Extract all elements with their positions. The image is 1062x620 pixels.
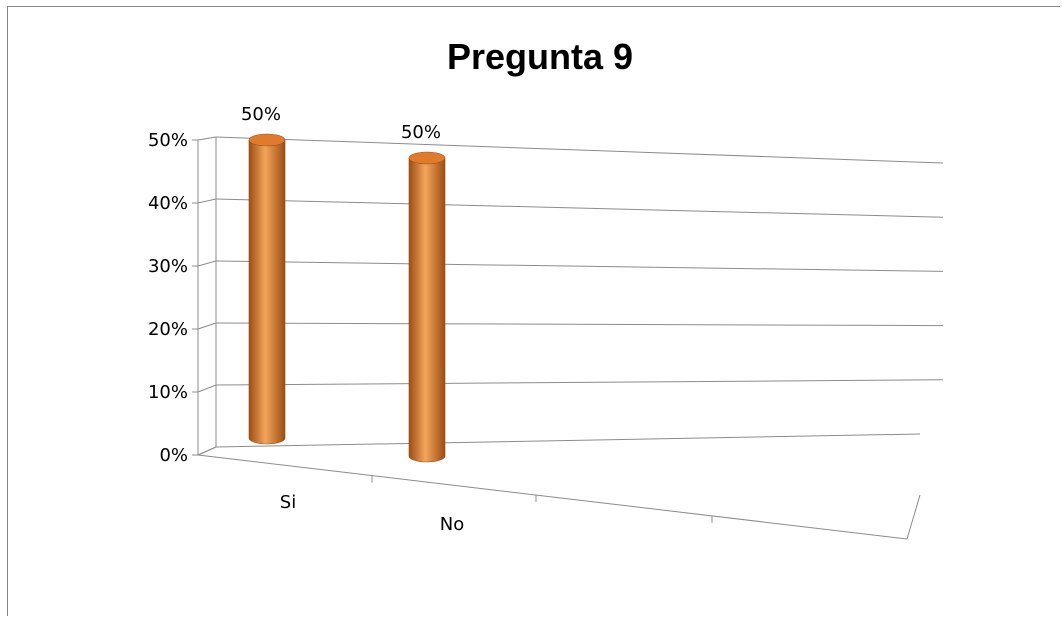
floor-back-edge: [215, 433, 921, 448]
data-label: 50%: [241, 104, 281, 125]
bar: [248, 133, 286, 445]
x-tick-label: No: [440, 514, 464, 535]
grid-depth-line: [197, 198, 217, 204]
floor-left-edge: [197, 446, 217, 456]
bar-top: [248, 133, 286, 147]
floor-right-edge: [906, 494, 921, 540]
axes: [192, 137, 921, 540]
y-tick-label: 30%: [148, 256, 188, 277]
y-tick-label: 50%: [148, 130, 188, 151]
grid-line: [215, 198, 944, 218]
bar-body: [408, 157, 446, 463]
grid-line: [215, 260, 944, 272]
bars: [248, 133, 446, 463]
x-axis-line: [197, 454, 908, 540]
data-label: 50%: [401, 122, 441, 143]
chart-title: Pregunta 9: [446, 36, 634, 77]
y-tick-label: 20%: [148, 319, 188, 340]
x-tick-label: Si: [280, 492, 296, 513]
grid-depth-line: [197, 322, 217, 330]
grid-depth-line: [197, 384, 217, 393]
bar-body: [248, 139, 286, 445]
y-tick-label: 0%: [159, 445, 188, 466]
grid-line: [215, 322, 944, 327]
grid-line: [215, 136, 944, 164]
grid-line: [215, 379, 944, 386]
grid-depth-line: [197, 260, 217, 267]
grid-lines: [197, 136, 944, 456]
bar-top: [408, 151, 446, 165]
y-tick-label: 10%: [148, 382, 188, 403]
labels: 0% 10% 20% 30% 40% 50% 50% Si 50% No: [148, 104, 464, 535]
grid-depth-line: [197, 136, 217, 141]
chart-area: [7, 6, 1060, 616]
bar: [408, 151, 446, 463]
y-tick-label: 40%: [148, 193, 188, 214]
